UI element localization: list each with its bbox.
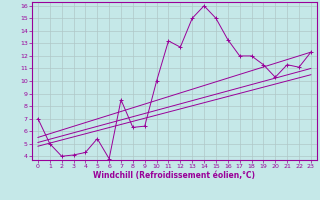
X-axis label: Windchill (Refroidissement éolien,°C): Windchill (Refroidissement éolien,°C) (93, 171, 255, 180)
